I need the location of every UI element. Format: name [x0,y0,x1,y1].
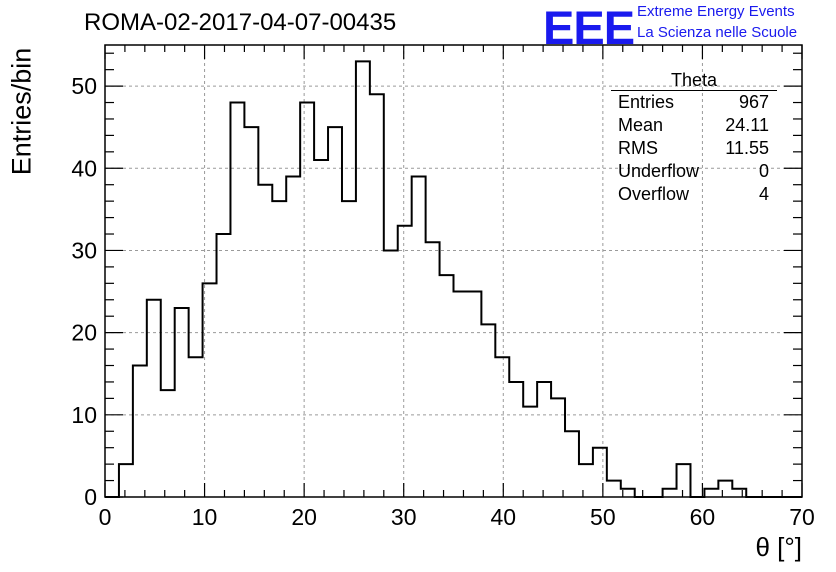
y-tick-labels: 0 10 20 30 40 50 [71,73,97,510]
x-tick-label: 60 [690,504,716,530]
x-axis-label: θ [°] [755,532,802,562]
x-tick-labels: 0 10 20 30 40 50 60 70 [99,504,815,530]
stats-value: 0 [758,161,769,181]
axis-ticks [104,45,803,498]
y-tick-label: 10 [71,402,97,428]
x-tick-label: 30 [391,504,417,530]
stats-title: Theta [611,70,777,91]
stats-row-mean: Mean 24.11 [611,114,777,137]
plot-frame [104,44,803,498]
stats-row-underflow: Underflow 0 [611,160,777,183]
y-tick-label: 40 [71,155,97,181]
stats-label: Entries [618,92,675,112]
grid [105,45,802,497]
histogram-outline [105,60,802,498]
logo-line-2: La Scienza nelle Scuole [637,24,798,41]
x-tick-label: 20 [291,504,317,530]
stats-value: 4 [758,184,769,204]
chart-title: ROMA-02-2017-04-07-00435 [84,9,397,36]
x-tick-label: 0 [99,504,112,530]
x-tick-label: 40 [490,504,516,530]
stats-box: Theta Entries 967 Mean 24.11 RMS 11.55 U… [611,70,777,206]
stats-value: 11.55 [725,138,769,158]
stats-value: 967 [738,92,769,112]
y-axis-label: Entries/bin [6,47,37,176]
y-tick-label: 30 [71,237,97,263]
stats-label: Mean [618,115,664,135]
stats-row-rms: RMS 11.55 [611,137,777,160]
y-tick-label: 0 [84,484,97,510]
x-tick-label: 70 [789,504,815,530]
stats-value: 24.11 [725,115,769,135]
y-tick-label: 20 [71,320,97,346]
stats-row-overflow: Overflow 4 [611,183,777,206]
stats-label: RMS [618,138,658,158]
stats-label: Underflow [618,161,700,181]
x-tick-label: 10 [192,504,218,530]
x-tick-label: 50 [590,504,616,530]
eee-logo: EEE [543,1,635,54]
stats-label: Overflow [618,184,690,204]
stats-row-entries: Entries 967 [611,91,777,114]
y-tick-label: 50 [71,73,97,99]
logo-line-1: Extreme Energy Events [637,3,795,20]
